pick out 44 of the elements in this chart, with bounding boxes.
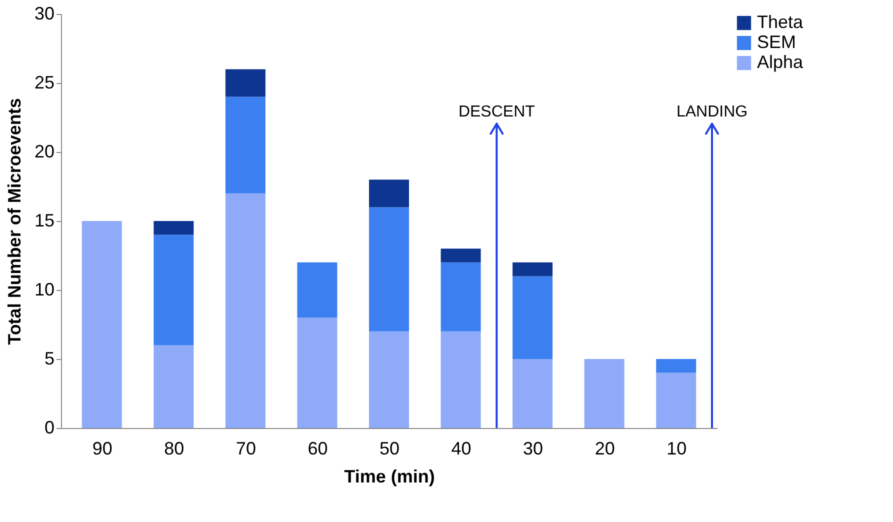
bar <box>225 69 266 97</box>
y-tick-label: 25 <box>34 72 54 92</box>
x-tick-label: 60 <box>308 438 328 458</box>
bar <box>512 262 553 276</box>
bar <box>369 180 409 208</box>
bar <box>82 221 122 428</box>
x-tick-label: 80 <box>164 438 184 458</box>
legend-label: SEM <box>757 32 796 52</box>
bar <box>512 276 553 359</box>
bar <box>225 193 266 428</box>
x-tick-label: 50 <box>379 438 400 458</box>
bar <box>440 331 481 428</box>
bar <box>656 372 696 428</box>
bar <box>297 262 338 318</box>
y-tick-label: 0 <box>44 418 54 438</box>
y-tick-label: 30 <box>34 4 54 24</box>
bar <box>440 262 481 332</box>
bar <box>297 318 338 428</box>
y-tick-label: 20 <box>34 142 54 162</box>
x-tick-label: 20 <box>594 438 615 458</box>
y-tick-label: 10 <box>34 280 54 300</box>
bar <box>584 359 624 428</box>
x-tick-label: 30 <box>523 438 544 458</box>
x-tick-label: 90 <box>92 438 112 458</box>
bar <box>512 359 553 428</box>
bar <box>369 207 409 332</box>
legend-label: Theta <box>757 12 804 32</box>
y-axis-title: Total Number of Microevents <box>4 98 24 345</box>
bar <box>154 221 194 235</box>
legend-label: Alpha <box>757 52 804 72</box>
bar <box>440 248 481 262</box>
x-tick-label: 40 <box>451 438 472 458</box>
bar <box>154 234 194 346</box>
x-tick-label: 70 <box>236 438 256 458</box>
x-tick-label: 10 <box>666 438 687 458</box>
x-axis-title: Time (min) <box>344 466 435 486</box>
ref-line-label: LANDING <box>676 104 748 121</box>
bar <box>369 331 409 428</box>
bar <box>154 345 194 428</box>
bar <box>225 96 266 194</box>
ref-line-label: DESCENT <box>458 104 536 121</box>
y-tick-label: 5 <box>44 348 54 368</box>
y-tick-label: 15 <box>34 210 54 230</box>
bar <box>656 359 696 373</box>
